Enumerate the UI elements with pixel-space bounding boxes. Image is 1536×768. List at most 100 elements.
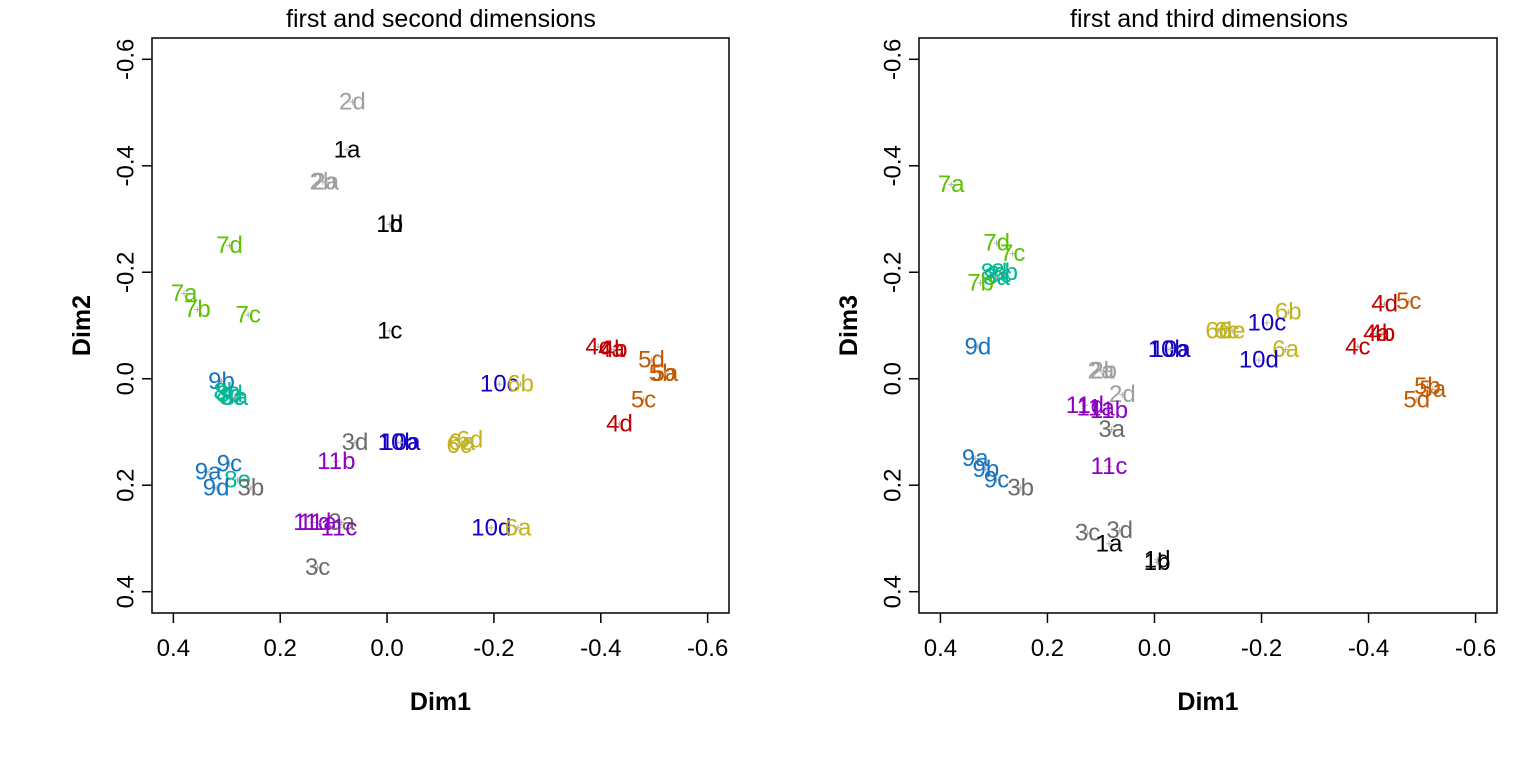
point-label: 3a [1098,416,1125,443]
point-marker [948,181,955,188]
point-marker [496,381,503,388]
point-label: 5a [1419,376,1446,403]
point-marker [458,439,465,446]
chart-title: first and second dimensions [286,5,596,33]
point-marker [333,458,340,465]
point-marker [1405,298,1412,305]
point-marker [1424,383,1431,390]
point-marker [352,439,359,446]
point-label: 6b [1275,299,1302,326]
y-axis-label: Dim2 [68,295,96,356]
point-label: 7c [235,301,260,328]
point-label: 11d [293,509,331,536]
point-label: 2d [339,88,366,115]
point-marker [1229,327,1236,334]
point-marker [996,271,1003,278]
point-marker [338,519,345,526]
point-label: 4c [585,333,610,360]
point-label: 7a [171,280,198,307]
point-marker [1100,367,1107,374]
point-marker [349,98,356,105]
point-marker [488,524,495,531]
point-label: 9a [962,445,989,472]
point-marker [640,397,647,404]
point-marker [1282,346,1289,353]
point-label: 3d [1106,517,1133,544]
point-label: 6a [1272,336,1299,363]
point-label: 10a [380,429,421,456]
point-marker [218,378,225,385]
point-label: 10a [1151,336,1192,363]
point-label: 5c [1396,288,1421,315]
point-label: 2d [1109,381,1136,408]
point-marker [226,391,233,398]
point-marker [1105,407,1112,414]
y-tick-label: 0.2 [880,469,907,502]
point-marker [993,239,1000,246]
point-marker [226,460,233,467]
panel-dim1-dim2: first and second dimensions 0.4 0.2 0.0 -0.2… [68,5,730,716]
y-tick-label: -0.6 [880,39,907,80]
point-marker [1154,559,1161,566]
point-label: 9a [195,458,222,485]
point-marker [223,389,230,396]
point-marker [1017,484,1024,491]
point-label: 9d [203,474,230,501]
point-marker [974,343,981,350]
point-marker [194,306,201,313]
point-label: 2b [1090,357,1117,384]
point-marker [205,468,212,475]
point-marker [972,455,979,462]
point-label: 7b [967,269,994,296]
point-label: 9c [984,466,1009,493]
point-marker [319,178,326,185]
point-label: 9b [208,368,235,395]
point-marker [1116,527,1123,534]
point-label: 8e [224,466,251,493]
point-marker [314,564,321,571]
y-tick-label: 0.0 [113,362,140,395]
point-label: 6e [1219,317,1246,344]
point-marker [386,327,393,334]
point-label: 11c [321,514,358,541]
point-label: 7d [983,229,1010,256]
point-label: 1a [334,136,361,163]
point-marker [234,476,241,483]
point-label: 3d [342,429,369,456]
point-label: 1b [1144,549,1171,576]
point-label: 4d [1371,291,1398,318]
x-tick-label: -0.6 [687,635,728,662]
point-label: 3b [1007,474,1034,501]
y-tick-label: -0.2 [880,252,907,293]
point-label: 2b [310,168,337,195]
y-tick-label: 0.2 [113,469,140,502]
x-tick-label: -0.6 [1455,635,1496,662]
point-marker [181,290,188,297]
point-label: 7a [938,171,965,198]
point-label: 10d [471,514,511,541]
point-marker [595,343,602,350]
x-tick-label: 0.0 [370,635,403,662]
point-label: 7b [184,296,211,323]
point-marker [386,221,393,228]
point-label: 10c [480,371,519,398]
point-label: 7d [216,232,243,259]
point-marker [1285,309,1292,316]
point-marker [335,524,342,531]
point-label: 4a [1363,320,1390,347]
point-label: 8a [983,264,1010,291]
point-marker [1081,402,1088,409]
x-tick-label: 0.4 [157,635,190,662]
point-marker [1381,301,1388,308]
y-tick-label: 0.4 [113,575,140,608]
point-label: 5b [1414,373,1441,400]
x-tick-label: 0.4 [924,635,957,662]
y-tick-label: -0.6 [113,39,140,80]
point-label: 6a [505,514,532,541]
y-tick-label: -0.2 [113,252,140,293]
point-marker [226,242,233,249]
point-marker [1413,397,1420,404]
point-label: 11b [317,448,355,475]
point-label: 1a [1096,530,1123,557]
